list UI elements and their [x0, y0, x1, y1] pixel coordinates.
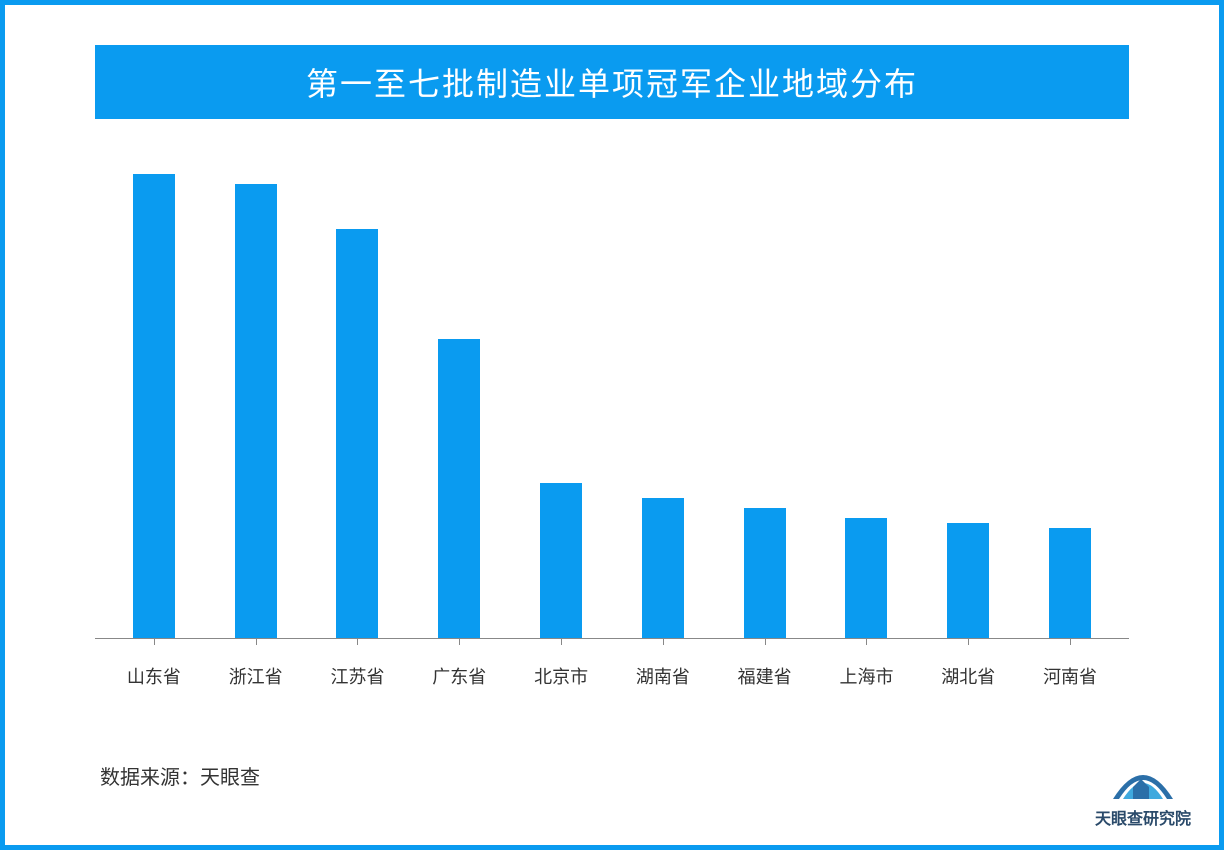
- bar-slot: [408, 139, 510, 638]
- axis-tick: [765, 638, 766, 645]
- bar-slot: [510, 139, 612, 638]
- logo-text: 天眼查研究院: [1095, 805, 1191, 829]
- bar: [336, 229, 378, 638]
- bar-slot: [612, 139, 714, 638]
- bar-slot: [103, 139, 205, 638]
- axis-tick: [357, 638, 358, 645]
- x-axis-label: 北京市: [510, 649, 612, 699]
- axis-tick: [663, 638, 664, 645]
- bar-slot: [1019, 139, 1121, 638]
- bars-container: [95, 139, 1129, 638]
- axis-tick: [459, 638, 460, 645]
- chart-title: 第一至七批制造业单项冠军企业地域分布: [306, 66, 918, 102]
- logo-icon: [1109, 759, 1177, 803]
- bar: [947, 523, 989, 638]
- logo: 天眼查研究院: [1095, 759, 1191, 829]
- x-axis-label: 江苏省: [307, 649, 409, 699]
- bar-slot: [714, 139, 816, 638]
- x-axis-label: 广东省: [408, 649, 510, 699]
- x-axis-label: 上海市: [816, 649, 918, 699]
- bar: [133, 174, 175, 638]
- x-axis-label: 湖南省: [612, 649, 714, 699]
- bar: [1049, 528, 1091, 638]
- axis-tick: [256, 638, 257, 645]
- axis-tick: [866, 638, 867, 645]
- bar: [845, 518, 887, 638]
- axis-tick: [561, 638, 562, 645]
- bar-slot: [917, 139, 1019, 638]
- data-source: 数据来源：天眼查: [100, 761, 260, 790]
- x-axis-label: 浙江省: [205, 649, 307, 699]
- bar: [540, 483, 582, 638]
- plot-region: [95, 139, 1129, 639]
- axis-tick: [1070, 638, 1071, 645]
- source-prefix: 数据来源：: [100, 767, 200, 789]
- bar-slot: [307, 139, 409, 638]
- x-axis-label: 福建省: [714, 649, 816, 699]
- chart-title-banner: 第一至七批制造业单项冠军企业地域分布: [95, 45, 1129, 119]
- axis-tick: [968, 638, 969, 645]
- bar: [642, 498, 684, 638]
- chart-area: 山东省浙江省江苏省广东省北京市湖南省福建省上海市湖北省河南省: [95, 139, 1129, 699]
- x-axis-label: 山东省: [103, 649, 205, 699]
- bar-slot: [816, 139, 918, 638]
- x-axis-labels: 山东省浙江省江苏省广东省北京市湖南省福建省上海市湖北省河南省: [95, 649, 1129, 699]
- source-name: 天眼查: [200, 767, 260, 789]
- x-axis-label: 河南省: [1019, 649, 1121, 699]
- bar: [438, 339, 480, 638]
- bar-slot: [205, 139, 307, 638]
- bar: [744, 508, 786, 638]
- axis-tick: [154, 638, 155, 645]
- bar: [235, 184, 277, 638]
- x-axis-label: 湖北省: [917, 649, 1019, 699]
- chart-frame: 第一至七批制造业单项冠军企业地域分布 山东省浙江省江苏省广东省北京市湖南省福建省…: [0, 0, 1224, 850]
